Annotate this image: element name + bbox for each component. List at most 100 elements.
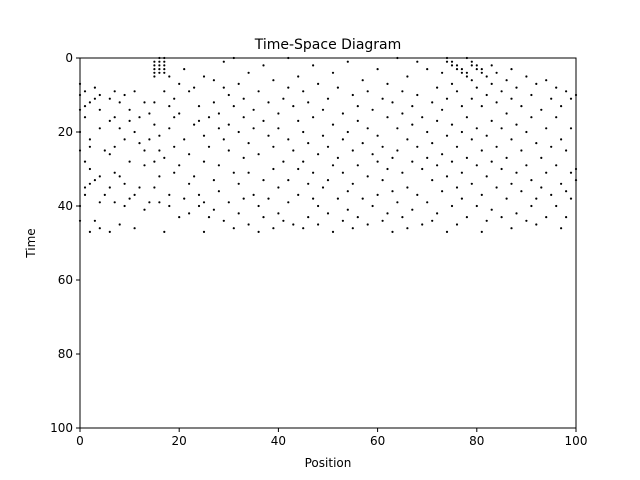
scatter-point	[217, 127, 220, 130]
scatter-point	[153, 186, 156, 189]
scatter-point	[475, 164, 478, 167]
scatter-point	[98, 175, 101, 178]
scatter-point	[535, 197, 538, 200]
scatter-point	[188, 90, 191, 93]
scatter-point	[93, 219, 96, 222]
scatter-point	[232, 227, 235, 230]
y-tick-label: 40	[58, 199, 73, 213]
scatter-point	[465, 156, 468, 159]
scatter-point	[460, 105, 463, 108]
scatter-point	[312, 116, 315, 119]
scatter-point	[396, 127, 399, 130]
scatter-point	[267, 134, 270, 137]
scatter-point	[341, 171, 344, 174]
scatter-point	[113, 171, 116, 174]
scatter-point	[163, 68, 166, 71]
plot-frame	[79, 57, 577, 429]
scatter-point	[202, 160, 206, 163]
scatter-point	[128, 108, 131, 111]
scatter-point	[138, 186, 141, 189]
scatter-point	[292, 223, 295, 226]
scatter-point	[183, 197, 186, 200]
scatter-point	[83, 105, 87, 108]
scatter-point	[212, 179, 215, 182]
scatter-point	[460, 171, 463, 174]
scatter-point	[411, 105, 414, 108]
scatter-point	[252, 127, 255, 130]
scatter-point	[406, 186, 409, 189]
scatter-point	[450, 204, 454, 208]
scatter-point	[525, 219, 528, 222]
scatter-point	[416, 60, 419, 63]
scatter-point	[485, 219, 488, 222]
scatter-point	[193, 86, 196, 89]
scatter-point	[247, 142, 250, 145]
scatter-point	[545, 216, 548, 219]
scatter-point	[485, 93, 488, 97]
scatter-point	[426, 68, 429, 71]
scatter-point	[485, 175, 488, 178]
scatter-point	[168, 127, 171, 130]
scatter-point	[108, 119, 111, 122]
scatter-point	[555, 86, 558, 89]
scatter-point	[83, 90, 87, 93]
scatter-point	[262, 216, 265, 219]
scatter-point	[560, 227, 563, 230]
scatter-point	[113, 116, 116, 119]
scatter-point	[153, 60, 156, 63]
scatter-point	[436, 119, 439, 122]
scatter-point	[361, 79, 364, 82]
scatter-point	[331, 123, 335, 126]
scatter-point	[163, 230, 166, 233]
scatter-point	[480, 68, 483, 71]
scatter-point	[470, 79, 473, 82]
scatter-point	[193, 175, 196, 178]
scatter-point	[173, 116, 176, 119]
x-tick-label: 20	[172, 434, 187, 448]
scatter-point	[465, 75, 468, 78]
scatter-point	[197, 119, 201, 122]
scatter-point	[257, 153, 260, 156]
scatter-point	[431, 101, 434, 104]
scatter-point	[217, 190, 220, 193]
scatter-point	[356, 216, 359, 219]
scatter-point	[123, 182, 126, 185]
scatter-point	[88, 145, 91, 148]
scatter-point	[545, 127, 548, 130]
scatter-point	[321, 108, 325, 111]
scatter-point	[550, 193, 553, 196]
scatter-point	[153, 64, 156, 67]
scatter-point	[480, 193, 483, 196]
scatter-point	[525, 75, 528, 78]
scatter-point	[183, 138, 186, 141]
scatter-point	[569, 197, 573, 200]
scatter-point	[450, 64, 454, 67]
scatter-point	[262, 119, 265, 122]
scatter-point	[535, 142, 538, 145]
scatter-point	[153, 160, 156, 163]
scatter-point	[361, 197, 364, 200]
scatter-point	[500, 90, 503, 93]
scatter-point	[321, 134, 325, 137]
scatter-point	[302, 130, 305, 134]
scatter-point	[118, 223, 121, 226]
scatter-point	[93, 97, 96, 100]
scatter-point	[222, 219, 225, 222]
scatter-point	[565, 90, 568, 93]
scatter-point	[376, 134, 379, 137]
scatter-point	[346, 190, 349, 193]
scatter-point	[426, 201, 429, 204]
scatter-point	[158, 60, 161, 63]
scatter-point	[83, 160, 87, 163]
scatter-point	[569, 97, 573, 100]
scatter-point	[242, 197, 245, 200]
scatter-point	[510, 182, 513, 185]
scatter-point	[237, 212, 240, 215]
scatter-point	[485, 134, 488, 137]
scatter-point	[227, 149, 230, 152]
scatter-point	[565, 149, 568, 152]
scatter-point	[247, 223, 250, 226]
scatter-point	[153, 101, 156, 104]
scatter-point	[460, 68, 463, 71]
